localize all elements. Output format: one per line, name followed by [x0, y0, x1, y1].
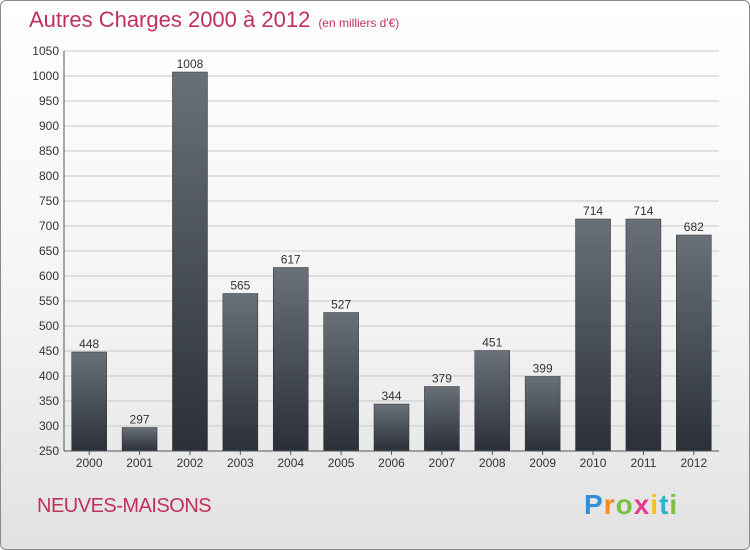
logo-letter: o [615, 489, 634, 520]
data-label: 617 [281, 253, 301, 267]
data-label: 682 [684, 220, 704, 234]
data-label: 451 [482, 336, 502, 350]
y-tick-label: 500 [39, 319, 59, 333]
y-tick-label: 850 [39, 144, 59, 158]
y-tick-label: 1000 [32, 69, 59, 83]
bar [424, 386, 460, 452]
y-tick-label: 300 [39, 419, 59, 433]
logo-letter: i [669, 489, 679, 520]
y-tick-label: 250 [39, 444, 59, 458]
y-tick-label: 350 [39, 394, 59, 408]
y-tick-label: 450 [39, 344, 59, 358]
data-label: 714 [583, 204, 603, 218]
x-tick-label: 2009 [529, 456, 556, 470]
logo-letter: t [659, 489, 670, 520]
proxiti-logo: Proxiti [584, 489, 678, 521]
x-tick-label: 2007 [429, 456, 456, 470]
x-tick-label: 2005 [328, 456, 355, 470]
bar [524, 376, 561, 452]
x-tick-label: 2011 [631, 456, 657, 470]
bar [71, 351, 107, 452]
bars: 448 297 1008 565 617 527 344 379 451 399 714 714 682 [71, 57, 712, 452]
bar [121, 427, 158, 452]
data-label: 565 [230, 279, 250, 293]
x-tick-label: 2004 [277, 456, 304, 470]
data-label: 399 [533, 362, 553, 376]
bar [222, 293, 259, 452]
logo-letter: i [650, 489, 660, 520]
logo-letter: x [633, 489, 651, 520]
y-tick-label: 900 [39, 119, 59, 133]
bar [323, 312, 359, 452]
y-tick-label: 700 [39, 219, 59, 233]
y-tick-label: 400 [39, 369, 59, 383]
data-label: 379 [432, 372, 452, 386]
data-label: 297 [130, 413, 150, 427]
x-tick-label: 2012 [680, 456, 707, 470]
y-tick-label: 950 [39, 94, 59, 108]
bar [625, 218, 662, 452]
chart-subtitle: (en milliers d'€) [318, 16, 400, 30]
y-tick-label: 550 [39, 294, 59, 308]
bar [172, 71, 208, 452]
bar [474, 350, 511, 452]
x-tick-label: 2010 [580, 456, 607, 470]
data-label: 344 [381, 389, 401, 403]
x-tick-label: 2000 [76, 456, 103, 470]
logo-letter: r [603, 489, 616, 520]
bar [676, 234, 712, 452]
x-tick-label: 2008 [479, 456, 506, 470]
data-label: 527 [331, 298, 351, 312]
bar [575, 218, 611, 452]
chart-title: Autres Charges 2000 à 2012 (en milliers d… [29, 7, 400, 32]
location-label: NEUVES-MAISONS [37, 495, 212, 517]
y-tick-label: 1050 [32, 44, 59, 58]
logo-letter: P [584, 489, 604, 520]
data-label: 1008 [177, 57, 204, 71]
data-label: 448 [79, 337, 99, 351]
x-tick-label: 2002 [177, 456, 204, 470]
y-tick-label: 600 [39, 269, 59, 283]
data-label: 714 [633, 204, 653, 218]
x-tick-label: 2006 [378, 456, 405, 470]
y-tick-label: 750 [39, 194, 59, 208]
y-tick-label: 800 [39, 169, 59, 183]
bar [272, 267, 309, 452]
bar [373, 403, 410, 452]
axes: 250 300 350 400 450 500 550 600 650 700 750 800 850 9… [32, 44, 719, 470]
y-tick-label: 650 [39, 244, 59, 258]
x-tick-label: 2001 [126, 456, 153, 470]
x-tick-label: 2003 [227, 456, 254, 470]
